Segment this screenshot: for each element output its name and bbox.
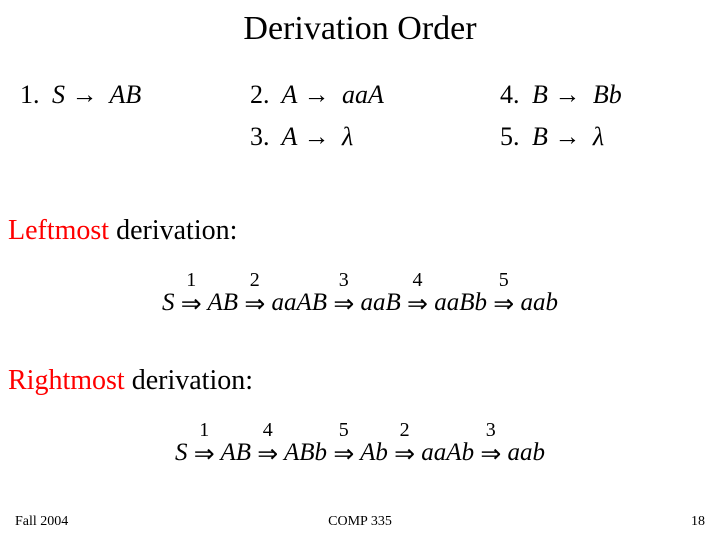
deriv-term: aab bbox=[501, 439, 545, 466]
slide-title: Derivation Order bbox=[0, 10, 720, 48]
deriv-step-num: 2 bbox=[394, 420, 415, 440]
rule-2-lhs: A bbox=[282, 80, 297, 109]
deriv-term: AB bbox=[215, 439, 258, 466]
deriv-term: ABb bbox=[278, 439, 333, 466]
rule-5-rhs: λ bbox=[593, 122, 604, 151]
rule-3-num: 3. bbox=[250, 122, 270, 151]
rightmost-label-red: Rightmost bbox=[8, 365, 125, 396]
deriv-step: 5⇒ bbox=[333, 420, 354, 467]
double-arrow-icon: ⇒ bbox=[493, 292, 514, 317]
deriv-term: aaBb bbox=[428, 289, 493, 316]
deriv-step-num: 5 bbox=[333, 420, 354, 440]
rule-4: 4. B → Bb bbox=[500, 80, 622, 110]
rule-1: 1. S → AB bbox=[20, 80, 141, 110]
rule-5: 5. B → λ bbox=[500, 122, 604, 152]
leftmost-label: Leftmost derivation: bbox=[8, 215, 237, 247]
deriv-step-num: 3 bbox=[480, 420, 501, 440]
rule-5-num: 5. bbox=[500, 122, 520, 151]
deriv-step-num: 4 bbox=[407, 270, 428, 290]
deriv-term: aab bbox=[514, 289, 558, 316]
leftmost-derivation: S 1⇒ AB 2⇒ aaAB 3⇒ aaB 4⇒ aaBb 5⇒ aab bbox=[0, 270, 720, 317]
deriv-term: aaB bbox=[354, 289, 407, 316]
deriv-step: 4⇒ bbox=[407, 270, 428, 317]
rightmost-derivation: S 1⇒ AB 4⇒ ABb 5⇒ Ab 2⇒ aaAb 3⇒ aab bbox=[0, 420, 720, 467]
deriv-term: Ab bbox=[354, 439, 394, 466]
rule-2-arrow: → bbox=[303, 80, 329, 109]
footer-right: 18 bbox=[691, 514, 705, 530]
footer-center: COMP 335 bbox=[0, 514, 720, 530]
rule-2: 2. A → aaA bbox=[250, 80, 384, 110]
leftmost-label-rest: derivation: bbox=[109, 215, 237, 246]
deriv-term: AB bbox=[202, 289, 245, 316]
deriv-step: 3⇒ bbox=[333, 270, 354, 317]
rule-4-lhs: B bbox=[532, 80, 548, 109]
rule-1-rhs: AB bbox=[110, 80, 142, 109]
deriv-step-num: 5 bbox=[493, 270, 514, 290]
deriv-start: S bbox=[162, 289, 181, 316]
double-arrow-icon: ⇒ bbox=[333, 442, 354, 467]
double-arrow-icon: ⇒ bbox=[480, 442, 501, 467]
rule-5-arrow: → bbox=[554, 122, 580, 151]
rule-3-rhs: λ bbox=[342, 122, 353, 151]
rule-3: 3. A → λ bbox=[250, 122, 353, 152]
rule-4-rhs: Bb bbox=[593, 80, 622, 109]
deriv-step: 2⇒ bbox=[394, 420, 415, 467]
deriv-term: aaAB bbox=[265, 289, 333, 316]
deriv-step-num: 1 bbox=[194, 420, 215, 440]
rule-3-lhs: A bbox=[282, 122, 297, 151]
rule-2-num: 2. bbox=[250, 80, 270, 109]
double-arrow-icon: ⇒ bbox=[257, 442, 278, 467]
rule-4-arrow: → bbox=[554, 80, 580, 109]
deriv-step-num: 3 bbox=[333, 270, 354, 290]
rule-1-num: 1. bbox=[20, 80, 40, 109]
double-arrow-icon: ⇒ bbox=[333, 292, 354, 317]
rule-2-rhs: aaA bbox=[342, 80, 384, 109]
double-arrow-icon: ⇒ bbox=[244, 292, 265, 317]
rightmost-label: Rightmost derivation: bbox=[8, 365, 253, 397]
rule-3-arrow: → bbox=[303, 122, 329, 151]
deriv-step: 5⇒ bbox=[493, 270, 514, 317]
grammar-rules: 1. S → AB 2. A → aaA 3. A → λ 4. B → Bb … bbox=[0, 80, 720, 170]
rightmost-label-rest: derivation: bbox=[125, 365, 253, 396]
deriv-start: S bbox=[175, 439, 194, 466]
deriv-step-num: 1 bbox=[181, 270, 202, 290]
leftmost-label-red: Leftmost bbox=[8, 215, 109, 246]
rule-1-lhs: S bbox=[52, 80, 65, 109]
rule-5-lhs: B bbox=[532, 122, 548, 151]
deriv-step-num: 2 bbox=[244, 270, 265, 290]
double-arrow-icon: ⇒ bbox=[181, 292, 202, 317]
double-arrow-icon: ⇒ bbox=[394, 442, 415, 467]
slide: Derivation Order 1. S → AB 2. A → aaA 3.… bbox=[0, 0, 720, 540]
double-arrow-icon: ⇒ bbox=[407, 292, 428, 317]
deriv-step: 1⇒ bbox=[181, 270, 202, 317]
double-arrow-icon: ⇒ bbox=[194, 442, 215, 467]
rule-4-num: 4. bbox=[500, 80, 520, 109]
deriv-step: 1⇒ bbox=[194, 420, 215, 467]
rule-1-arrow: → bbox=[72, 80, 98, 109]
deriv-step-num: 4 bbox=[257, 420, 278, 440]
deriv-step: 3⇒ bbox=[480, 420, 501, 467]
deriv-step: 4⇒ bbox=[257, 420, 278, 467]
deriv-step: 2⇒ bbox=[244, 270, 265, 317]
deriv-term: aaAb bbox=[415, 439, 480, 466]
